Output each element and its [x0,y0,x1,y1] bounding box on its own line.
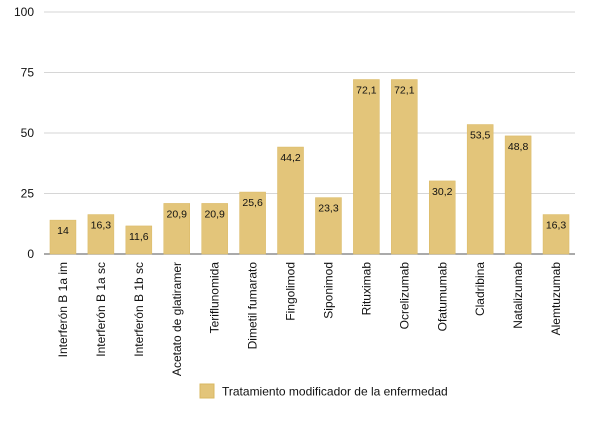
x-tick-label: Siponimod [321,262,335,319]
bar [49,219,77,255]
y-tick-label: 50 [21,126,35,140]
x-tick-label: Rituximab [359,262,373,316]
x-tick-label: Acetato de glatiramer [170,262,184,376]
bar [201,203,228,255]
bar [504,135,532,255]
x-tick-label: Fingolimod [284,262,298,321]
bar [542,214,570,255]
legend-label: Tratamiento modificador de la enfermedad [222,385,448,399]
bar [315,197,342,255]
bars [49,79,570,255]
bar [163,203,190,255]
legend: Tratamiento modificador de la enfermedad [199,383,448,399]
x-tick-label: Cladribina [473,262,487,316]
x-tick-label: Interferón B 1a sc [94,262,108,357]
legend-swatch [199,383,215,399]
data-label: 14 [57,225,69,237]
x-tick-label: Interferón B 1b sc [132,262,146,357]
x-tick-label: Natalizumab [511,262,525,329]
bar [353,79,380,255]
grid-lines [44,11,575,255]
bar [391,79,418,255]
data-label: 23,3 [318,203,339,215]
data-label: 48,8 [508,141,529,153]
bar [239,191,266,255]
x-tick-label: Interferón B 1a im [56,262,70,357]
bar [125,225,153,255]
data-label: 11,6 [129,231,149,243]
data-label: 30,2 [432,186,453,198]
data-label: 16,3 [546,220,567,232]
data-label: 53,5 [470,130,491,142]
data-label: 44,2 [280,152,301,164]
data-label: 25,6 [242,197,263,209]
y-tick-label: 0 [27,247,34,261]
y-tick-label: 25 [21,187,35,201]
data-labels: 14 16,3 11,6 20,9 20,9 25,6 44,2 23,3 72,1 72,1 30… [57,85,566,243]
bar [466,124,494,255]
x-tick-label: Dimetil fumarato [246,262,260,350]
y-axis-ticks: 0 25 50 75 100 [14,5,34,261]
bar [87,214,115,255]
data-label: 20,9 [204,208,225,220]
bar [277,146,304,255]
x-tick-label: Alemtuzumab [549,262,563,336]
x-tick-label: Ofatumumab [435,262,449,332]
data-label: 20,9 [167,208,188,220]
x-tick-label: Ocrelizumab [397,262,411,330]
bar [429,180,456,255]
data-label: 72,1 [356,85,377,97]
x-axis-ticks: Interferón B 1a im Interferón B 1a sc Inte… [56,262,563,376]
y-tick-label: 75 [21,66,35,80]
y-tick-label: 100 [14,5,34,19]
x-tick-label: Teriflunomida [208,262,222,334]
data-label: 16,3 [91,220,112,232]
data-label: 72,1 [394,85,415,97]
